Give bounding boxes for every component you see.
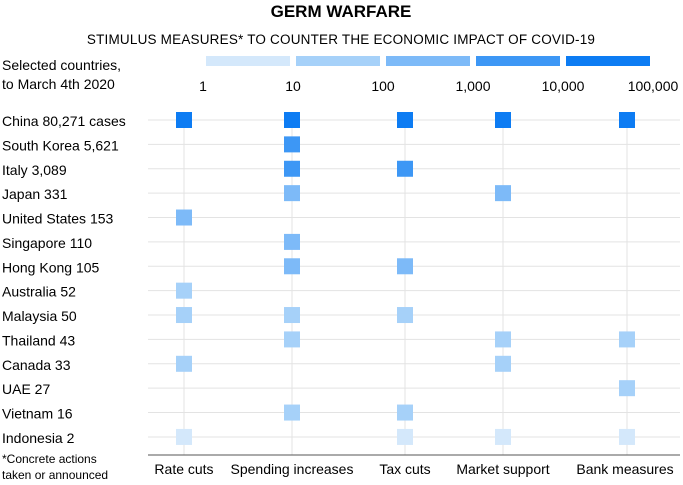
measure-square bbox=[176, 307, 192, 324]
measure-square bbox=[284, 404, 300, 421]
column-label: Bank measures bbox=[576, 461, 673, 477]
measure-square bbox=[284, 331, 300, 348]
measure-square bbox=[397, 258, 413, 275]
row-label: Australia 52 bbox=[2, 284, 76, 300]
measure-square bbox=[397, 307, 413, 324]
measure-square bbox=[397, 404, 413, 421]
measure-square bbox=[495, 331, 511, 348]
measure-square bbox=[284, 136, 300, 153]
legend-swatch bbox=[566, 56, 650, 66]
row-label: UAE 27 bbox=[2, 381, 50, 397]
measure-square bbox=[284, 307, 300, 324]
legend-swatch bbox=[476, 56, 560, 66]
measure-square bbox=[619, 428, 635, 445]
column-label: Market support bbox=[456, 461, 549, 477]
measure-square bbox=[284, 185, 300, 202]
measure-square bbox=[619, 331, 635, 348]
row-labels: China 80,271 cases South Korea 5,621 Italy… bbox=[2, 113, 126, 446]
measure-square bbox=[284, 112, 300, 128]
row-label: Thailand 43 bbox=[2, 332, 75, 348]
row-label: Indonesia 2 bbox=[2, 430, 75, 446]
countries-header-line1: Selected countries, bbox=[2, 57, 121, 73]
measure-square bbox=[495, 428, 511, 445]
measure-square bbox=[284, 258, 300, 275]
footnote-line1: *Concrete actions bbox=[2, 452, 97, 466]
footnote-line2: taken or announced bbox=[2, 468, 108, 482]
measure-square bbox=[397, 160, 413, 177]
row-label: Japan 331 bbox=[2, 186, 68, 202]
legend-tick-label: 10 bbox=[285, 78, 301, 94]
row-label: South Korea 5,621 bbox=[2, 137, 119, 153]
chart-subtitle: STIMULUS MEASURES* TO COUNTER THE ECONOM… bbox=[87, 32, 595, 47]
measure-square bbox=[176, 355, 192, 372]
row-label: United States 153 bbox=[2, 211, 114, 227]
column-label: Rate cuts bbox=[154, 461, 213, 477]
legend-swatch bbox=[386, 56, 470, 66]
marks bbox=[176, 112, 635, 445]
measure-square bbox=[397, 112, 413, 128]
chart-title: GERM WARFARE bbox=[271, 2, 412, 21]
legend-tick-label: 100 bbox=[371, 78, 395, 94]
row-label: China 80,271 cases bbox=[2, 113, 126, 129]
column-label: Tax cuts bbox=[379, 461, 430, 477]
legend-swatch bbox=[296, 56, 380, 66]
legend-tick-label: 1 bbox=[199, 78, 207, 94]
column-labels: Rate cuts Spending increases Tax cuts Marke… bbox=[154, 461, 673, 477]
measure-square bbox=[284, 160, 300, 177]
measure-square bbox=[495, 185, 511, 202]
measure-square bbox=[176, 282, 192, 299]
legend-swatch bbox=[206, 56, 290, 66]
measure-square bbox=[397, 428, 413, 445]
measure-square bbox=[495, 355, 511, 372]
legend-tick-label: 100,000 bbox=[628, 78, 679, 94]
measure-square bbox=[619, 380, 635, 397]
color-legend: 1 10 100 1,000 10,000 100,000 bbox=[199, 56, 679, 94]
legend-tick-label: 10,000 bbox=[542, 78, 585, 94]
measure-square bbox=[176, 428, 192, 445]
row-label: Malaysia 50 bbox=[2, 308, 77, 324]
row-label: Vietnam 16 bbox=[2, 406, 73, 422]
measure-square bbox=[176, 112, 192, 128]
row-label: Canada 33 bbox=[2, 357, 71, 373]
legend-tick-label: 1,000 bbox=[455, 78, 490, 94]
countries-header-line2: to March 4th 2020 bbox=[2, 76, 115, 92]
column-label: Spending increases bbox=[231, 461, 354, 477]
measure-square bbox=[495, 112, 511, 128]
row-label: Singapore 110 bbox=[2, 235, 92, 251]
row-label: Italy 3,089 bbox=[2, 162, 67, 178]
measure-square bbox=[619, 112, 635, 128]
measure-square bbox=[176, 209, 192, 226]
measure-square bbox=[284, 233, 300, 250]
row-label: Hong Kong 105 bbox=[2, 259, 100, 275]
grid bbox=[148, 112, 680, 456]
